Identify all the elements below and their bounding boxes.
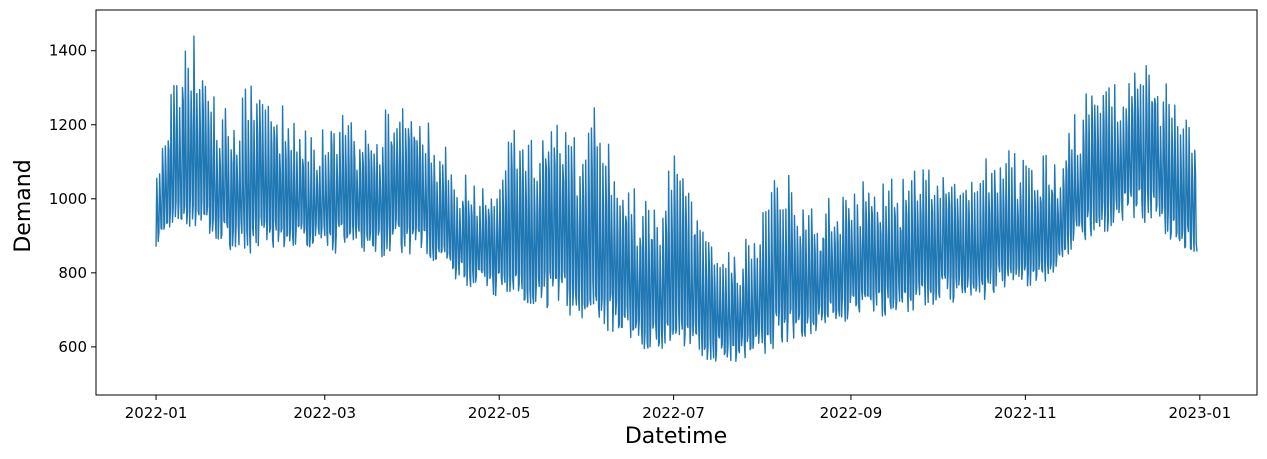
x-tick-label: 2022-05	[468, 404, 531, 422]
plot-area	[95, 9, 1258, 396]
y-tick-label: 1200	[49, 116, 87, 134]
x-tick-label: 2022-07	[642, 404, 705, 422]
y-axis-title: Demand	[11, 159, 36, 252]
x-axis: 2022-01 2022-03 2022-05 2022-07 2022-09 2022-…	[125, 395, 1231, 422]
plot-frame	[95, 9, 1258, 396]
x-tick-label: 2022-01	[125, 404, 188, 422]
y-tick-label: 600	[58, 338, 87, 356]
x-tick-label: 2023-01	[1168, 404, 1231, 422]
x-tick-label: 2022-09	[820, 404, 883, 422]
y-axis: 600 800 1000 1200 1400	[49, 42, 96, 356]
y-tick-label: 800	[58, 264, 87, 282]
x-tick-label: 2022-03	[293, 404, 356, 422]
x-tick-label: 2022-11	[994, 404, 1057, 422]
demand-series-line	[155, 35, 1198, 362]
x-axis-title: Datetime	[625, 424, 727, 449]
y-tick-label: 1000	[49, 190, 87, 208]
y-tick-label: 1400	[49, 42, 87, 60]
